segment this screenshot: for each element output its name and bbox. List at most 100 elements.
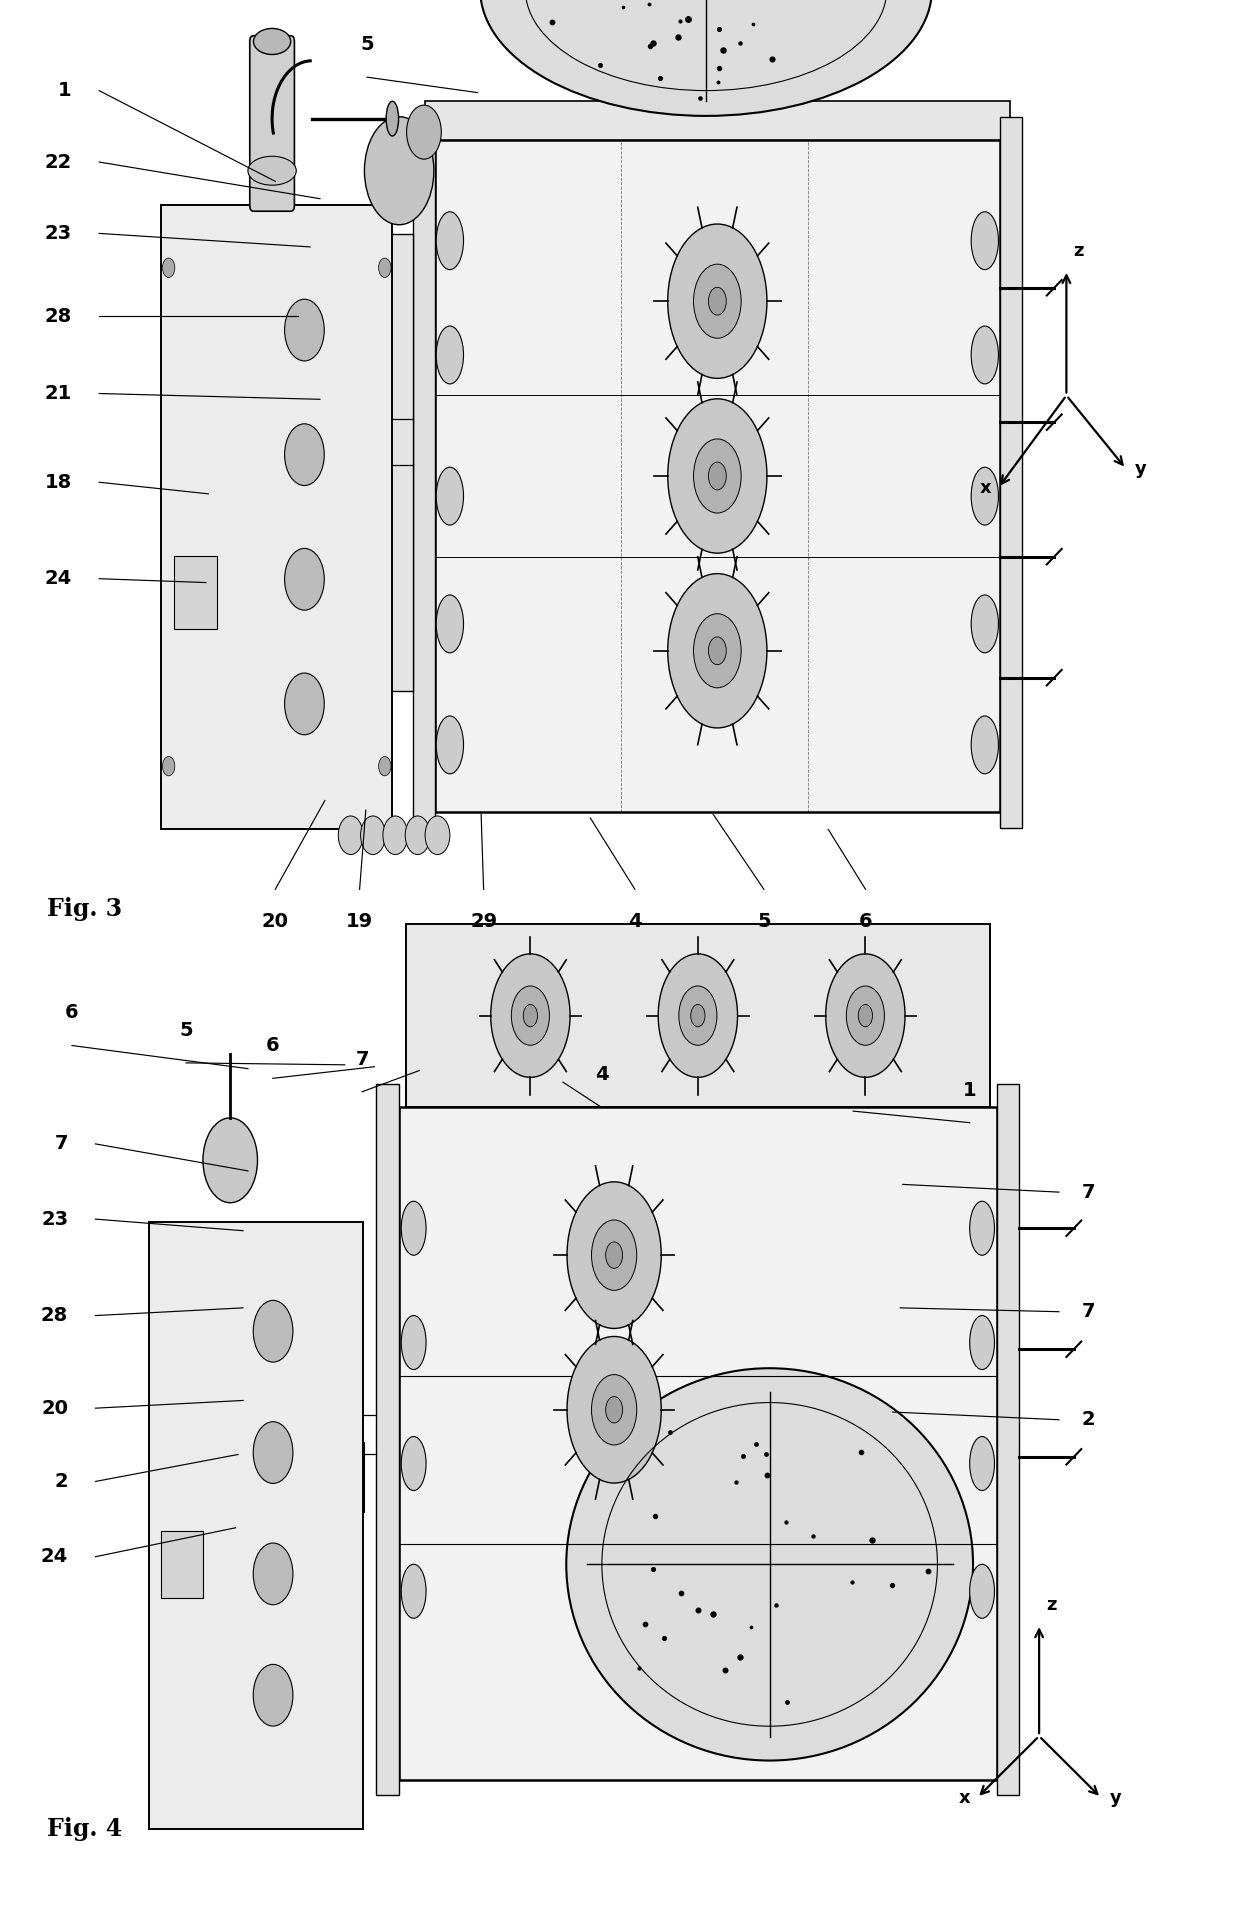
Bar <box>174 556 217 629</box>
Bar <box>161 206 392 829</box>
Text: 24: 24 <box>41 1547 68 1566</box>
Ellipse shape <box>971 212 998 270</box>
Text: 4: 4 <box>595 1065 608 1084</box>
Circle shape <box>591 1375 637 1445</box>
Text: y: y <box>1110 1788 1122 1807</box>
Text: Fig. 3: Fig. 3 <box>47 897 123 920</box>
Circle shape <box>162 756 175 775</box>
Text: 22: 22 <box>45 152 72 172</box>
Text: Fig. 4: Fig. 4 <box>47 1817 123 1840</box>
Bar <box>435 141 999 812</box>
Bar <box>413 116 435 828</box>
Circle shape <box>693 264 742 338</box>
Circle shape <box>378 756 391 775</box>
Circle shape <box>285 424 325 486</box>
Ellipse shape <box>402 1437 427 1491</box>
Text: 29: 29 <box>470 912 497 932</box>
Text: 23: 23 <box>41 1209 68 1229</box>
Text: 24: 24 <box>45 569 72 588</box>
Text: 6: 6 <box>859 912 872 932</box>
Ellipse shape <box>436 326 464 384</box>
Text: 5: 5 <box>361 35 373 54</box>
Bar <box>399 1107 997 1779</box>
Bar <box>407 924 990 1107</box>
Ellipse shape <box>971 594 998 652</box>
Circle shape <box>523 1005 537 1026</box>
Circle shape <box>491 953 570 1076</box>
Ellipse shape <box>567 1368 973 1761</box>
Ellipse shape <box>436 594 464 652</box>
Circle shape <box>605 1242 622 1269</box>
Ellipse shape <box>402 1316 427 1370</box>
Circle shape <box>605 1397 622 1424</box>
FancyBboxPatch shape <box>249 37 294 212</box>
Circle shape <box>339 816 363 855</box>
Text: x: x <box>980 478 992 498</box>
Text: 21: 21 <box>45 384 72 403</box>
Circle shape <box>678 986 717 1046</box>
Bar <box>997 1084 1019 1794</box>
Bar <box>161 1530 203 1597</box>
Ellipse shape <box>248 156 296 185</box>
Text: 20: 20 <box>262 912 289 932</box>
Text: y: y <box>1135 459 1147 478</box>
Circle shape <box>858 1005 873 1026</box>
Text: 18: 18 <box>45 473 72 492</box>
Circle shape <box>658 953 738 1076</box>
Ellipse shape <box>970 1316 994 1370</box>
Circle shape <box>847 986 884 1046</box>
Ellipse shape <box>971 326 998 384</box>
Text: 6: 6 <box>267 1036 279 1055</box>
Ellipse shape <box>436 212 464 270</box>
Text: 1: 1 <box>963 1080 976 1100</box>
Bar <box>149 1223 363 1829</box>
Circle shape <box>365 116 434 224</box>
Circle shape <box>425 816 450 855</box>
Text: 2: 2 <box>55 1472 68 1491</box>
Text: 19: 19 <box>346 912 373 932</box>
Ellipse shape <box>970 1564 994 1618</box>
Circle shape <box>407 104 441 160</box>
Circle shape <box>378 258 391 278</box>
Circle shape <box>361 816 386 855</box>
Text: 5: 5 <box>758 912 770 932</box>
Circle shape <box>708 637 727 666</box>
Ellipse shape <box>971 467 998 525</box>
Bar <box>425 100 1009 141</box>
Circle shape <box>693 613 742 689</box>
Ellipse shape <box>970 1437 994 1491</box>
Text: x: x <box>959 1788 971 1807</box>
Circle shape <box>253 1665 293 1726</box>
Ellipse shape <box>436 716 464 774</box>
Circle shape <box>693 440 742 513</box>
Ellipse shape <box>436 467 464 525</box>
Bar <box>999 116 1022 828</box>
Circle shape <box>567 1182 661 1329</box>
Text: 28: 28 <box>45 307 72 326</box>
Text: z: z <box>1074 241 1084 260</box>
Bar <box>377 1084 399 1794</box>
Circle shape <box>826 953 905 1076</box>
Ellipse shape <box>480 0 932 116</box>
Text: 23: 23 <box>45 224 72 243</box>
Circle shape <box>708 287 727 314</box>
Ellipse shape <box>970 1202 994 1256</box>
Ellipse shape <box>386 100 398 135</box>
Text: 7: 7 <box>55 1134 68 1154</box>
Circle shape <box>511 986 549 1046</box>
Circle shape <box>253 1300 293 1362</box>
Circle shape <box>667 399 766 554</box>
Ellipse shape <box>402 1202 427 1256</box>
Circle shape <box>667 573 766 727</box>
Circle shape <box>162 258 175 278</box>
Circle shape <box>285 299 325 361</box>
Circle shape <box>253 1422 293 1483</box>
Text: 1: 1 <box>58 81 72 100</box>
Circle shape <box>203 1117 258 1204</box>
Ellipse shape <box>971 716 998 774</box>
Circle shape <box>383 816 408 855</box>
Circle shape <box>285 673 325 735</box>
Ellipse shape <box>402 1564 427 1618</box>
Text: 5: 5 <box>180 1020 192 1040</box>
Text: 4: 4 <box>629 912 641 932</box>
